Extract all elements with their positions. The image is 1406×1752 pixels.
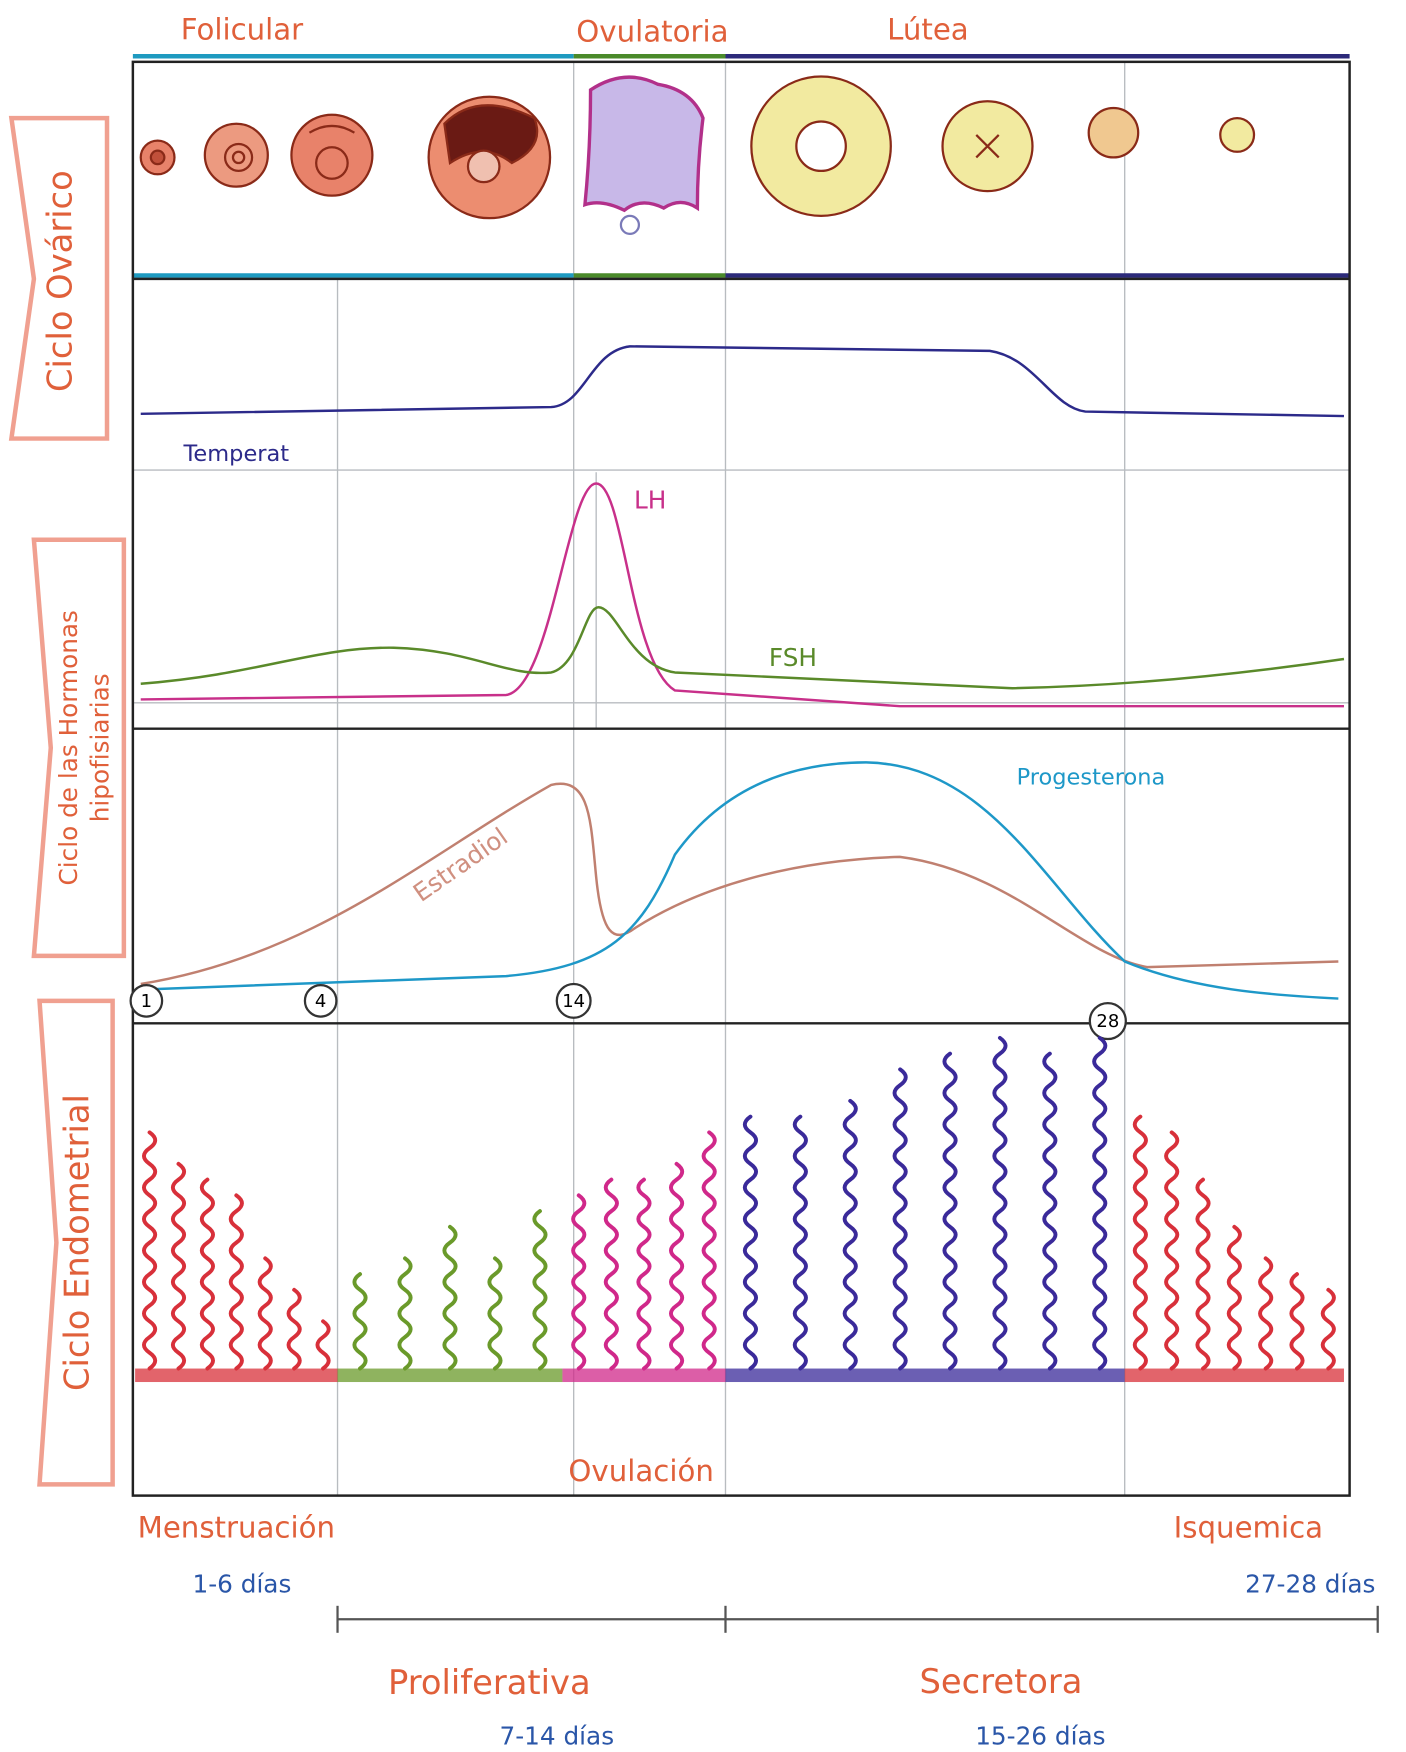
phase-name: Proliferativa bbox=[388, 1663, 591, 1702]
endometrial-base bbox=[562, 1369, 725, 1382]
menstrual-cycle-diagram: Folicular Ovulatoria Lútea bbox=[0, 0, 1406, 1752]
section-label: Ciclo Ovárico bbox=[41, 170, 80, 392]
curve-label: FSH bbox=[769, 643, 817, 672]
section-label: hipofisiarias bbox=[85, 673, 114, 822]
background bbox=[0, 0, 1406, 1752]
phase-name: Secretora bbox=[920, 1662, 1083, 1701]
phase-days: 15-26 días bbox=[975, 1721, 1105, 1750]
curve-label: LH bbox=[634, 486, 666, 515]
curve-label: Progesterona bbox=[1017, 765, 1166, 791]
endometrial-base bbox=[135, 1369, 337, 1382]
ovulation-label: Ovulación bbox=[568, 1454, 713, 1488]
phase-days: 1-6 días bbox=[193, 1570, 292, 1599]
phase-name: Menstruación bbox=[138, 1510, 335, 1544]
day-label: 4 bbox=[315, 991, 326, 1012]
day-label: 1 bbox=[141, 991, 152, 1012]
phase-name: Isquemica bbox=[1174, 1510, 1323, 1544]
phase-days: 7-14 días bbox=[500, 1721, 615, 1750]
phase-days: 27-28 días bbox=[1245, 1570, 1375, 1599]
phase-label: Lútea bbox=[887, 12, 969, 46]
phase-label: Ovulatoria bbox=[576, 15, 728, 49]
endometrial-base bbox=[338, 1369, 563, 1382]
section-label: Ciclo de las Hormonas bbox=[54, 610, 83, 885]
endometrial-base bbox=[725, 1369, 1124, 1382]
phase-label: Folicular bbox=[181, 12, 304, 46]
day-label: 28 bbox=[1096, 1011, 1119, 1032]
curve-label: Temperat bbox=[183, 441, 290, 467]
section-label: Ciclo Endometrial bbox=[57, 1094, 96, 1391]
endometrial-base bbox=[1125, 1369, 1344, 1382]
day-label: 14 bbox=[562, 991, 585, 1012]
